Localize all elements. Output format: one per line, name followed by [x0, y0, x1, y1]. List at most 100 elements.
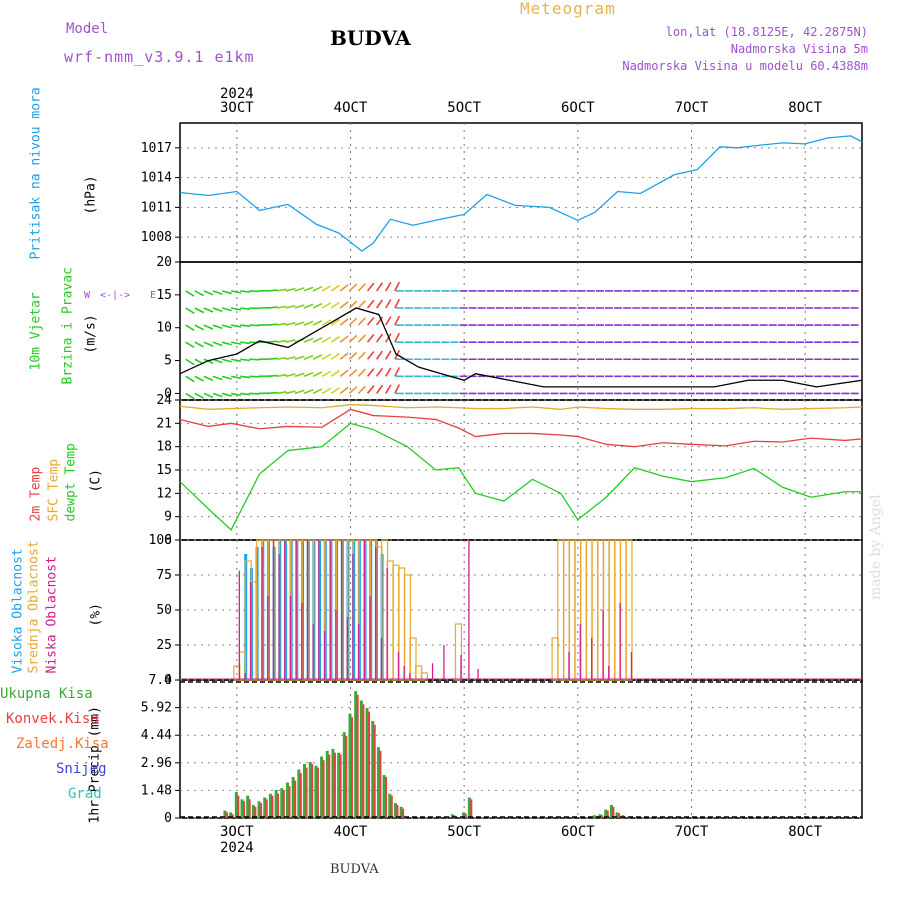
panel-frame-wind [179, 261, 863, 401]
wind-barb [249, 290, 260, 293]
bottom-day-label: 4OCT [334, 824, 368, 840]
wind-barb [212, 375, 223, 381]
precip-bar-conv [402, 808, 405, 818]
wind-barb [221, 341, 232, 346]
precip-tick-label: 5.92 [141, 701, 172, 716]
wind-barb [321, 302, 332, 309]
cloud-tick-label: 0 [164, 673, 172, 688]
precip-bar-total [314, 765, 318, 818]
precip-bar-conv [254, 806, 257, 818]
temp-tick-label: 15 [156, 463, 172, 478]
wind-barb [366, 299, 375, 309]
precip-bar-conv [606, 810, 609, 818]
wind-barb [185, 324, 195, 332]
precip-bar-conv [368, 711, 371, 818]
wind-barb [240, 341, 251, 345]
compass-e: E [150, 290, 156, 301]
precip-bar-total [615, 812, 619, 818]
temp-tick-label: 21 [156, 416, 172, 431]
wind-barb [267, 289, 278, 292]
wind-barb [366, 385, 375, 394]
wind-barb [348, 300, 358, 309]
wind-barb [321, 336, 332, 343]
wind-barb [249, 392, 260, 395]
precip-bar-conv [248, 799, 251, 818]
meteogram-label: Meteogram [520, 0, 616, 18]
wind-barb [357, 317, 366, 326]
wind-barb [221, 375, 232, 380]
wind-barb [394, 281, 401, 292]
wind-barb [339, 369, 349, 377]
precip-bar-conv [294, 780, 297, 818]
wind-barb [230, 290, 242, 294]
wind-barb [366, 316, 375, 326]
precip-bar-total [382, 775, 386, 818]
wind-barb [303, 354, 314, 360]
wind-barb [321, 285, 332, 292]
wind-barb [267, 340, 278, 343]
wind-barb [385, 384, 392, 394]
wind-barb [330, 318, 340, 326]
precip-bar-total [365, 707, 369, 818]
pressure-line [179, 135, 863, 252]
wind-barb [267, 323, 278, 326]
wind-barb [285, 390, 296, 395]
wind-barb [212, 392, 223, 398]
wind-barb [240, 392, 251, 396]
precip-bar-conv [618, 813, 621, 818]
model-label: Model [66, 21, 109, 37]
wind-barb [276, 322, 287, 326]
wind-barb [221, 307, 232, 312]
precip-bar-conv [390, 795, 393, 818]
precip-bar-total [371, 721, 375, 818]
model-elevation-label: Nadmorska Visina u modelu 60.4388m [622, 59, 868, 73]
wind-barb [321, 370, 332, 378]
precip-bar-conv [231, 814, 234, 818]
wind-barb [276, 339, 287, 343]
panel-frame-pressure [179, 122, 863, 263]
wind-barb [294, 321, 305, 326]
precip-bar-total [274, 790, 278, 818]
precip-bar-total [337, 752, 341, 818]
precip-bar-conv [601, 815, 604, 818]
precip-bar-conv [260, 803, 263, 818]
precip-bar-conv [225, 812, 228, 818]
panel-frame-cloud [179, 539, 863, 681]
model-value: wrf-nmm_v3.9.1 e1km [64, 48, 255, 66]
temp-tick-label: 24 [156, 393, 172, 408]
wind-barb [240, 290, 251, 293]
legend-total: Ukupna Kisa [0, 686, 93, 702]
wind-barb [375, 350, 384, 360]
wind-barb [394, 367, 401, 377]
wind-barb [203, 324, 214, 330]
bottom-year-label: 2024 [220, 840, 254, 856]
wind-tick-label: 20 [156, 255, 172, 270]
wind-barb [240, 307, 251, 311]
wind-barb [221, 392, 232, 397]
bottom-day-label: 6OCT [561, 824, 595, 840]
precip-bar-conv [328, 754, 331, 818]
precip-bar-total [223, 810, 227, 818]
wind-barb [240, 358, 251, 362]
precip-bar-total [263, 797, 267, 818]
precip-bar-total [393, 803, 397, 818]
precip-bar-total [331, 749, 335, 818]
precip-bar-conv [464, 813, 467, 818]
wind-barb [375, 384, 384, 394]
wind-barb [294, 355, 305, 361]
bottom-day-label: 7OCT [675, 824, 709, 840]
wind-barb [285, 356, 296, 361]
precip-bar-conv [271, 795, 274, 818]
wind-barb [267, 357, 278, 361]
wind-barb [203, 341, 214, 347]
wind-barb [330, 284, 340, 292]
wind-barb [203, 307, 214, 313]
wind-barb [276, 305, 287, 309]
wind-barb [312, 302, 323, 309]
pressure-tick-label: 1017 [141, 141, 172, 156]
precip-bar-total [467, 797, 471, 818]
wind-barb [276, 356, 287, 361]
precip-bar-conv [305, 767, 308, 818]
top-day-label: 4OCT [334, 100, 368, 116]
wind-barb [294, 287, 305, 292]
